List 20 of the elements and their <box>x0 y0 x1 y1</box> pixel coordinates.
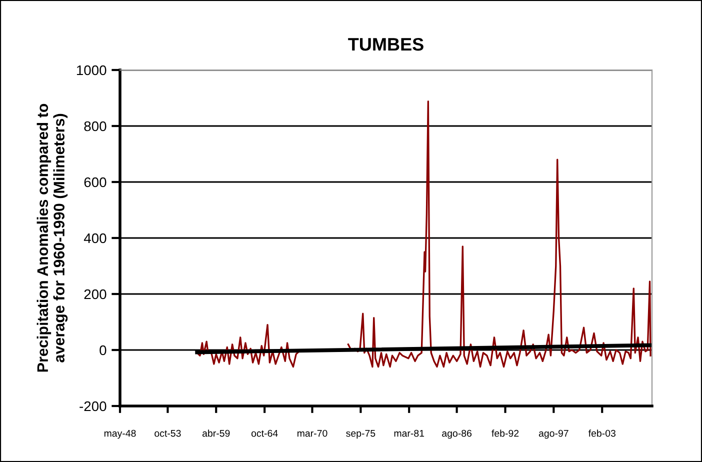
y-tick-label: 800 <box>84 121 106 132</box>
x-tick-label: ago-97 <box>538 430 568 439</box>
x-tick-label: feb-03 <box>588 430 616 437</box>
x-tick-label: sep-75 <box>346 430 376 439</box>
y-axis-title: Precipitation Anomalies compared to average for 1960-1990 (Milimeters) <box>36 104 68 372</box>
y-tick-label: 1000 <box>76 65 106 76</box>
x-tick-label: ago-86 <box>442 430 472 439</box>
chart-title: TUMBES <box>348 38 424 51</box>
x-tick-label: oct-64 <box>251 430 278 437</box>
y-tick-label: 200 <box>84 289 106 300</box>
x-tick-label: abr-59 <box>202 430 230 437</box>
y-tick-label: -200 <box>80 401 106 412</box>
x-tick-label: mar-81 <box>394 430 424 437</box>
x-tick-label: feb-92 <box>492 430 519 437</box>
x-tick-label: may-48 <box>104 430 136 439</box>
y-tick-label: 0 <box>100 345 106 356</box>
y-tick-label: 400 <box>84 233 106 244</box>
x-tick-label: mar-70 <box>297 430 328 437</box>
x-tick-label: oct-53 <box>154 430 181 437</box>
y-tick-label: 600 <box>84 177 106 188</box>
